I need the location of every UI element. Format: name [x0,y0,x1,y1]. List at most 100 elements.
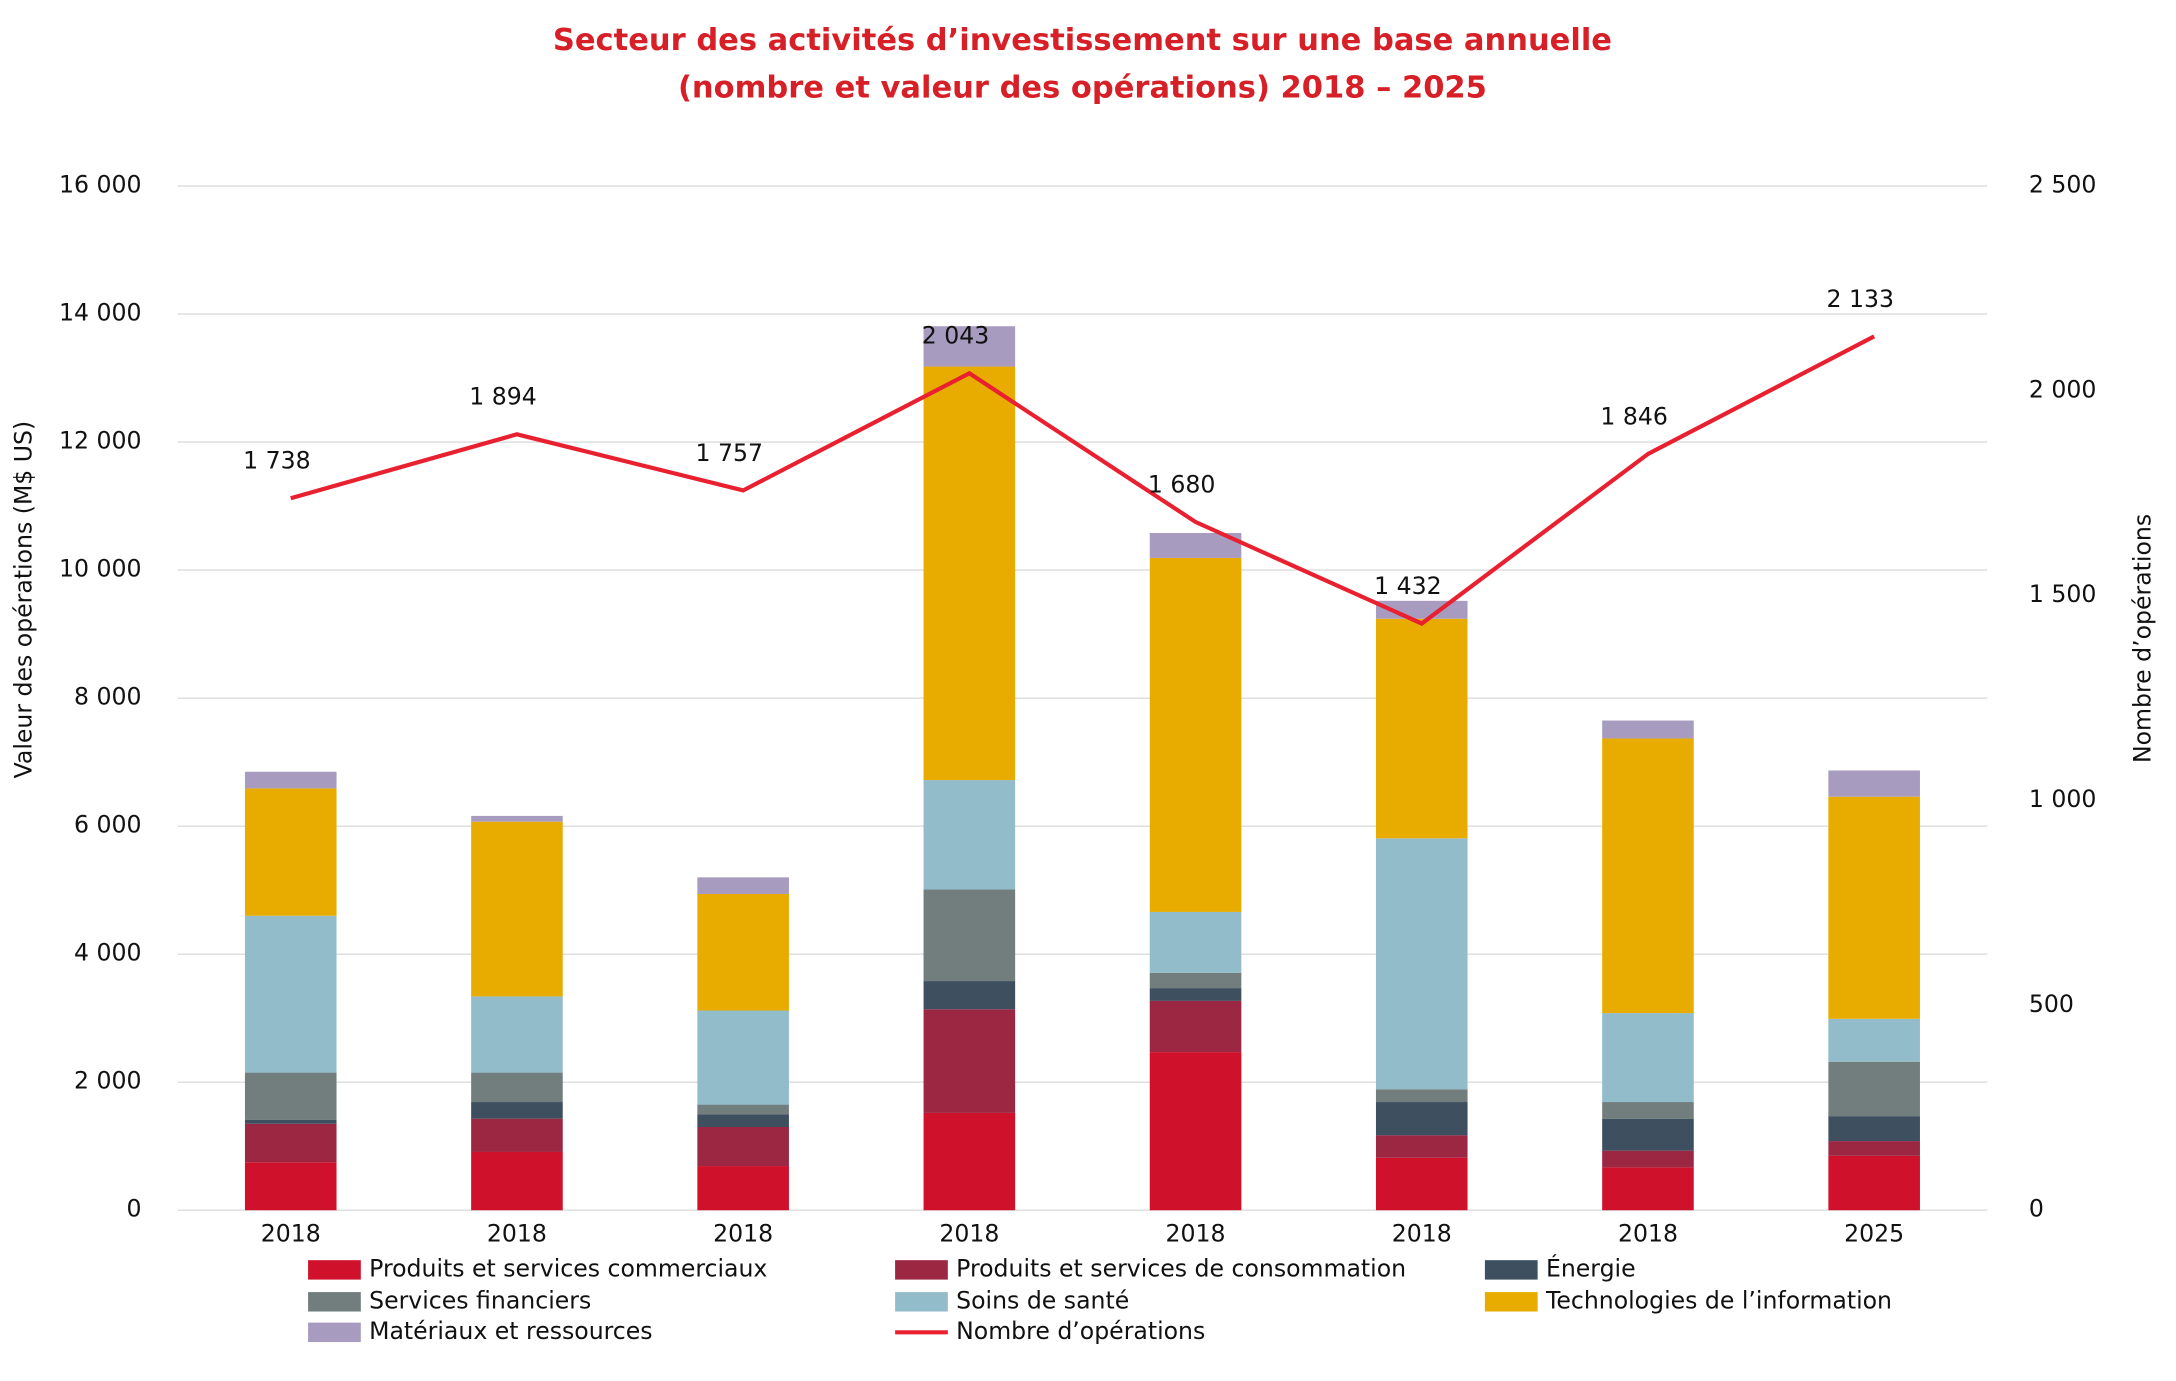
bar-segment [1149,911,1242,973]
y2-tick-label: 1 500 [2029,580,2097,608]
bar-segment [471,996,563,1073]
y-tick-label: 10 000 [59,555,142,583]
data-label: 1 846 [1600,402,1667,430]
legend-label: Soins de santé [956,1286,1129,1314]
bar-segment [471,1118,563,1152]
bar-segment [1602,720,1694,739]
y-tick-label: 4 000 [74,939,142,967]
legend-swatch [895,1292,948,1312]
bar-segment [697,1127,789,1167]
bar-segment [1149,988,1242,1001]
data-label: 1 432 [1374,572,1442,600]
x-tick-label: 2018 [261,1220,321,1248]
bar-segment [1828,1141,1920,1156]
bar-segment [1828,796,1920,1019]
bar-segment [244,788,337,916]
x-tick-label: 2018 [487,1220,547,1248]
chart-title: Secteur des activités d’investissement s… [553,23,1612,58]
bar-segment [1602,1167,1694,1211]
y2-tick-label: 1 000 [2029,785,2097,813]
legend-label: Technologies de l’information [1545,1286,1892,1314]
y-tick-label: 8 000 [74,683,142,711]
bar-segment [244,1119,337,1124]
bar-segment [1149,1000,1242,1053]
bar-segment [471,815,563,822]
bar-segment [923,1009,1016,1113]
bar-segment [1602,1150,1694,1168]
legend-label: Matériaux et ressources [369,1317,652,1345]
data-label: 1 738 [243,447,311,475]
bar-segment [923,780,1016,890]
bar-segment [244,771,337,789]
line-series [290,334,1876,626]
legend-swatch [308,1260,361,1280]
bar-segment [244,1072,337,1120]
legend-label: Énergie [1546,1254,1636,1282]
y2-tick-label: 500 [2029,990,2074,1018]
legend-swatch [308,1292,361,1312]
y2-tick-label: 2 000 [2029,375,2097,403]
y-tick-label: 6 000 [74,811,142,839]
data-label: 1 894 [469,383,536,411]
bar-segment [923,326,1016,367]
y2-tick-label: 2 500 [2029,171,2097,199]
x-tick-label: 2025 [1844,1220,1904,1248]
bar-segment [697,894,789,1011]
bar-segment [1375,618,1468,839]
bar-segment [1375,838,1468,1090]
bar-segment [923,981,1016,1010]
x-tick-label: 2018 [939,1220,999,1248]
bar-segment [697,1166,789,1211]
y-tick-label: 0 [127,1195,142,1223]
bar-segment [471,1072,563,1103]
bar-segment [244,1162,337,1211]
data-label: 1 680 [1148,470,1216,498]
bar-segment [923,889,1016,982]
bar-segment [1149,972,1242,989]
bar-segment [244,915,337,1073]
bar-segment [1375,1157,1468,1211]
y-axis-label: Valeur des opérations (M$ US) [9,421,37,779]
bar-segment [1828,1018,1920,1062]
bar-segment [1828,770,1920,797]
legend-label: Services financiers [369,1286,591,1314]
y2-tick-label: 0 [2029,1195,2044,1223]
legend-swatch [895,1260,948,1280]
bar-segment [1375,1089,1468,1103]
x-tick-label: 2018 [713,1220,773,1248]
bar-segment [1149,1052,1242,1211]
bar-segment [697,1114,789,1128]
bar-segment [1828,1116,1920,1142]
chart-title: (nombre et valeur des opérations) 2018 –… [678,70,1487,105]
y2-axis-label: Nombre d’opérations [2129,514,2157,763]
bar-segment [923,366,1016,781]
legend-swatch [1484,1260,1538,1280]
bar-segment [1375,1102,1468,1136]
bar-segment [471,1102,563,1119]
legend-swatch [1484,1292,1538,1312]
legend-label: Nombre d’opérations [956,1317,1205,1345]
data-label: 2 043 [922,322,990,350]
legend-label: Produits et services de consommation [956,1254,1406,1282]
bar-segment [697,1104,789,1115]
bar-segment [471,1151,563,1211]
x-tick-label: 2018 [1618,1220,1678,1248]
x-tick-label: 2018 [1166,1220,1226,1248]
bar-segment [1828,1155,1920,1211]
bar-segment [1602,1118,1694,1151]
bar-segment [471,821,563,997]
bar-segment [1602,1013,1694,1103]
data-label: 2 133 [1827,285,1894,313]
y-tick-label: 14 000 [59,299,142,327]
bar-segment [697,877,789,895]
bar-segment [697,1010,789,1105]
y-tick-label: 2 000 [74,1067,142,1095]
bar-segment [244,1123,337,1163]
legend-label: Produits et services commerciaux [369,1254,767,1282]
bar-segment [1828,1061,1920,1117]
legend-swatch [308,1322,361,1343]
bar-segment [1149,557,1242,912]
bar-segment [1602,1102,1694,1119]
